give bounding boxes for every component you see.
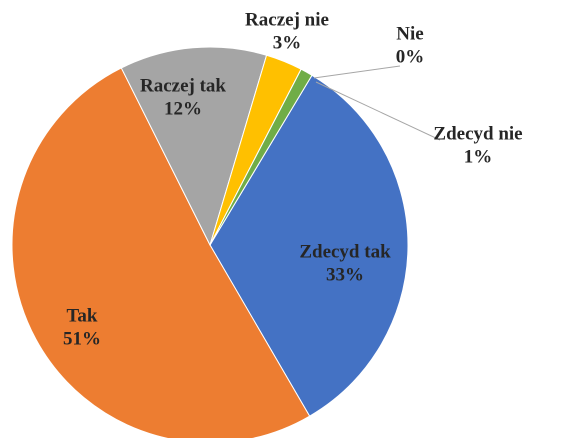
slice-label: Raczej tak bbox=[140, 75, 226, 96]
leader-line bbox=[313, 65, 401, 79]
value-label: 12% bbox=[164, 98, 202, 119]
value-label: 1% bbox=[464, 146, 493, 167]
pie-slice bbox=[120, 46, 268, 247]
pie-slice bbox=[209, 74, 409, 417]
leader-line bbox=[315, 81, 441, 141]
slice-label: Tak bbox=[67, 305, 98, 326]
value-label: 0% bbox=[396, 46, 425, 67]
value-label: 51% bbox=[63, 328, 101, 349]
slice-label: Zdecyd nie bbox=[433, 123, 522, 144]
value-label: 3% bbox=[273, 32, 302, 53]
slice-label: Zdecyd tak bbox=[299, 241, 391, 262]
slice-label: Nie bbox=[396, 23, 423, 44]
slice-label: Raczej nie bbox=[245, 9, 329, 30]
value-label: 33% bbox=[326, 264, 364, 285]
pie-slice bbox=[11, 67, 311, 438]
pie-slice bbox=[209, 68, 313, 246]
